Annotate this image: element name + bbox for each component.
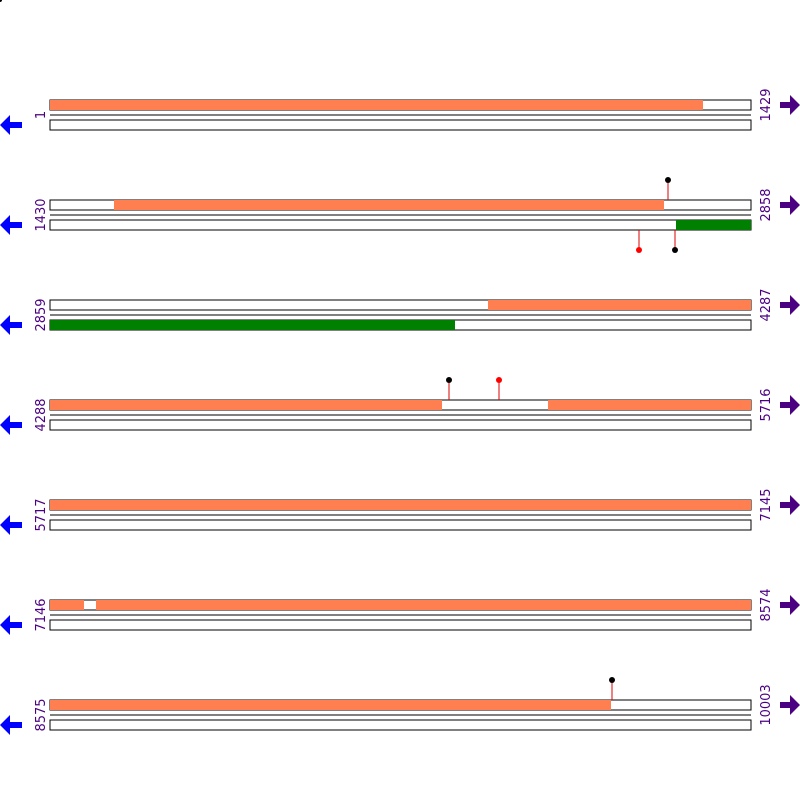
reverse-track bbox=[49, 119, 752, 131]
forward-arrow bbox=[780, 595, 800, 615]
reverse-arrow bbox=[0, 315, 22, 335]
reverse-arrow bbox=[0, 215, 22, 235]
orf bbox=[50, 600, 84, 610]
orf bbox=[50, 700, 611, 710]
orf bbox=[96, 600, 751, 610]
start-position: 1430 bbox=[34, 198, 49, 231]
orf bbox=[50, 100, 703, 110]
start-position: 5717 bbox=[34, 498, 49, 531]
orf bbox=[50, 400, 442, 410]
start-position: 4288 bbox=[34, 398, 49, 431]
tracks bbox=[49, 99, 752, 731]
start-position: 7146 bbox=[34, 598, 49, 631]
forward-arrow bbox=[780, 395, 800, 415]
start-position: 1 bbox=[34, 111, 49, 119]
start-position: 2859 bbox=[34, 298, 49, 331]
orf bbox=[488, 300, 751, 310]
orf-reverse bbox=[50, 320, 455, 330]
orf-reverse bbox=[676, 220, 751, 230]
end-position: 7145 bbox=[759, 488, 774, 521]
end-position: 8574 bbox=[759, 588, 774, 621]
features bbox=[50, 100, 751, 710]
orf bbox=[114, 200, 664, 210]
forward-arrow bbox=[780, 195, 800, 215]
forward-arrow bbox=[780, 95, 800, 115]
end-position: 1429 bbox=[759, 88, 774, 121]
reverse-arrow bbox=[0, 115, 22, 135]
reverse-arrow bbox=[0, 615, 22, 635]
orf bbox=[50, 500, 751, 510]
reverse-track bbox=[49, 419, 752, 431]
forward-arrow bbox=[780, 495, 800, 515]
reverse-track bbox=[49, 719, 752, 731]
reverse-track bbox=[49, 619, 752, 631]
reverse-arrow bbox=[0, 415, 22, 435]
marker bbox=[496, 377, 502, 383]
reverse-track bbox=[49, 219, 752, 231]
reverse-arrow bbox=[0, 715, 22, 735]
end-position: 5716 bbox=[759, 388, 774, 421]
forward-arrow bbox=[780, 695, 800, 715]
orf bbox=[548, 400, 751, 410]
forward-arrow bbox=[780, 295, 800, 315]
corner-dot bbox=[0, 0, 2, 2]
marker bbox=[665, 177, 671, 183]
marker bbox=[446, 377, 452, 383]
marker bbox=[636, 247, 642, 253]
marker bbox=[672, 247, 678, 253]
reverse-track bbox=[49, 519, 752, 531]
start-position: 8575 bbox=[34, 698, 49, 731]
end-position: 10003 bbox=[759, 684, 774, 725]
marker bbox=[609, 677, 615, 683]
end-position: 2858 bbox=[759, 188, 774, 221]
reverse-arrow bbox=[0, 515, 22, 535]
end-position: 4287 bbox=[759, 288, 774, 321]
